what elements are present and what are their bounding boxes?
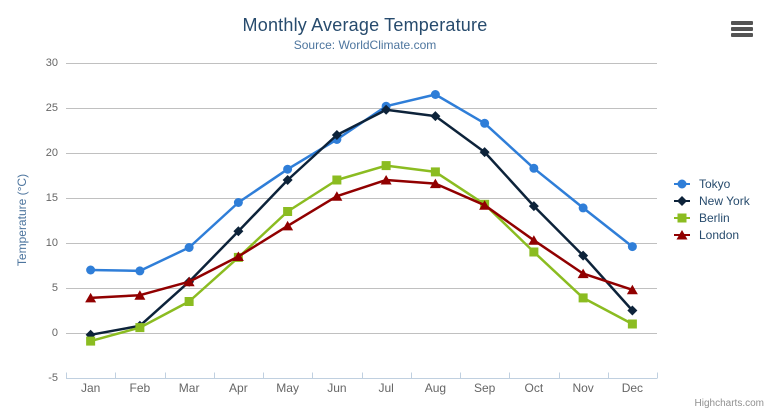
point-tokyo[interactable]: [135, 266, 145, 276]
y-axis-label: 0: [51, 327, 58, 339]
chart-subtitle: Source: WorldClimate.com: [293, 38, 437, 52]
point-tokyo[interactable]: [480, 118, 490, 128]
point-berlin[interactable]: [135, 323, 145, 333]
y-axis-label: 15: [45, 192, 58, 204]
point-tokyo[interactable]: [184, 243, 194, 252]
series-line-new-york: [89, 108, 634, 337]
legend-marker: [676, 229, 688, 239]
point-tokyo[interactable]: [578, 203, 588, 213]
point-london[interactable]: [183, 276, 195, 287]
series-line-london: [89, 178, 634, 300]
legend-label: New York: [699, 193, 750, 208]
credits-link[interactable]: Highcharts.com: [694, 398, 764, 409]
x-axis-label: Feb: [129, 381, 151, 395]
x-axis-label: Oct: [524, 381, 544, 395]
y-axis-label: 10: [45, 237, 58, 249]
series-line-berlin: [89, 164, 634, 343]
y-axis-label: 30: [45, 57, 58, 69]
point-london[interactable]: [134, 290, 146, 300]
diamond-marker-icon: [674, 195, 690, 206]
point-berlin[interactable]: [578, 293, 588, 303]
point-london[interactable]: [380, 175, 392, 185]
point-london[interactable]: [331, 191, 343, 201]
point-new-york[interactable]: [528, 201, 539, 212]
x-axis-label: Jul: [378, 381, 394, 395]
hamburger-icon: [729, 21, 755, 37]
series-line-tokyo: [89, 93, 634, 273]
point-london[interactable]: [429, 178, 441, 189]
point-new-york[interactable]: [479, 147, 490, 158]
point-new-york[interactable]: [430, 111, 441, 122]
point-london[interactable]: [528, 235, 540, 245]
x-axis-label: Dec: [621, 381, 644, 395]
x-axis-label: Mar: [178, 381, 200, 395]
x-axis-label: Jan: [80, 381, 101, 395]
y-axis-label: 20: [45, 147, 58, 159]
legend-label: London: [699, 227, 740, 242]
legend-label: Tokyo: [699, 176, 731, 191]
legend-item-new-york[interactable]: New York: [674, 192, 750, 209]
x-axis-label: Apr: [229, 381, 248, 395]
x-axis-label: Jun: [327, 381, 347, 395]
point-tokyo[interactable]: [430, 90, 440, 99]
y-axis-label: 5: [51, 282, 58, 294]
x-axis-label: May: [276, 381, 299, 395]
y-axis-label: 25: [45, 102, 58, 114]
circle-marker-icon: [674, 179, 690, 188]
point-london[interactable]: [577, 268, 589, 279]
legend-marker: [677, 195, 687, 206]
point-tokyo[interactable]: [529, 163, 539, 173]
point-berlin[interactable]: [381, 161, 391, 171]
point-london[interactable]: [626, 284, 638, 295]
point-berlin[interactable]: [283, 207, 293, 216]
point-new-york[interactable]: [331, 130, 342, 140]
legend-item-london[interactable]: London: [674, 226, 750, 243]
point-new-york[interactable]: [381, 104, 392, 115]
y-axis-label: -5: [48, 372, 58, 384]
point-london[interactable]: [479, 200, 491, 210]
triangle-marker-icon: [674, 229, 690, 239]
point-london[interactable]: [232, 251, 244, 262]
legend-label: Berlin: [699, 210, 730, 225]
point-berlin[interactable]: [332, 175, 342, 185]
point-new-york[interactable]: [282, 175, 293, 185]
x-axis-label: Aug: [424, 381, 447, 395]
point-berlin[interactable]: [430, 167, 440, 177]
square-marker-icon: [674, 213, 690, 222]
point-berlin[interactable]: [86, 336, 96, 346]
chart-title: Monthly Average Temperature: [242, 15, 488, 35]
point-london[interactable]: [85, 292, 97, 303]
x-axis-label: Nov: [572, 381, 594, 395]
legend-item-berlin[interactable]: Berlin: [674, 209, 750, 226]
point-new-york[interactable]: [627, 305, 638, 316]
legend-marker: [677, 179, 687, 188]
point-new-york[interactable]: [578, 250, 589, 261]
point-london[interactable]: [282, 220, 294, 231]
legend: Tokyo New York Berlin London: [674, 175, 750, 243]
export-menu-button[interactable]: [727, 18, 757, 40]
y-axis-title: Temperature (°C): [15, 173, 29, 267]
point-berlin[interactable]: [627, 319, 637, 329]
point-tokyo[interactable]: [283, 164, 293, 174]
point-tokyo[interactable]: [86, 265, 96, 275]
x-axis-label: Sep: [473, 381, 496, 395]
legend-item-tokyo[interactable]: Tokyo: [674, 175, 750, 192]
point-tokyo[interactable]: [233, 198, 243, 207]
point-berlin[interactable]: [184, 297, 194, 306]
point-new-york[interactable]: [233, 226, 244, 237]
point-berlin[interactable]: [529, 247, 539, 257]
point-tokyo[interactable]: [627, 242, 637, 252]
legend-marker: [677, 213, 687, 222]
